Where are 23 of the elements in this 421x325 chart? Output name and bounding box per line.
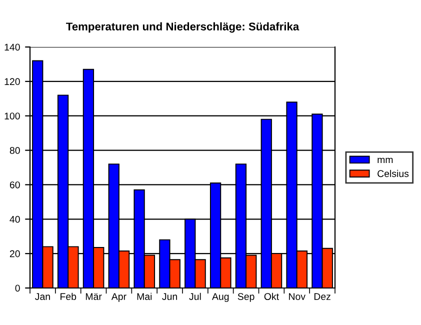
x-tick-label: Feb <box>60 292 76 300</box>
x-tick-label: Mai <box>137 292 152 300</box>
x-tick-label: Nov <box>289 293 306 300</box>
legend-label: mm <box>378 158 393 164</box>
y-tick-label: 120 <box>4 78 20 86</box>
x-tick-label: Aug <box>212 293 229 302</box>
x-tick-label: Jul <box>189 292 201 300</box>
y-tick-label: 0 <box>15 284 20 292</box>
y-tick-label: 140 <box>4 44 20 51</box>
x-tick-label: Mär <box>86 293 102 300</box>
x-tick-label: Sep <box>238 293 254 302</box>
y-tick-label: 80 <box>10 147 20 154</box>
x-tick-label: Jan <box>35 293 50 300</box>
y-tick-label: 100 <box>4 112 20 120</box>
legend-label: Celsius <box>378 170 409 178</box>
x-tick-label: Jun <box>162 293 177 300</box>
chart-title: Temperaturen und Niederschläge: Südafrika <box>66 22 300 33</box>
y-tick-label: 20 <box>10 250 20 258</box>
x-tick-label: Dez <box>314 293 330 300</box>
y-tick-label: 40 <box>10 216 20 223</box>
y-tick-label: 60 <box>10 181 20 188</box>
x-tick-label: Apr <box>111 293 126 302</box>
x-tick-label: Okt <box>264 292 279 300</box>
